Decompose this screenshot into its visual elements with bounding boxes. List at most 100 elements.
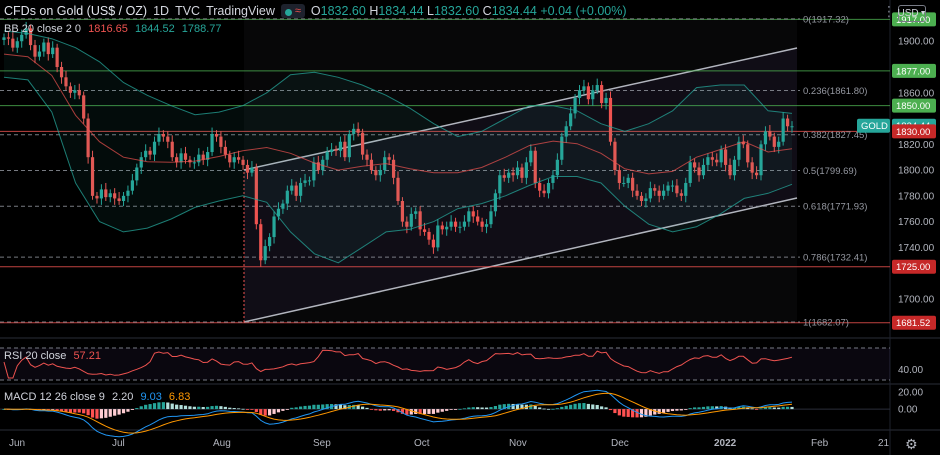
candle-body [719, 149, 723, 163]
candle-body [37, 51, 42, 57]
candle-body [82, 95, 86, 119]
candle-body [223, 146, 227, 155]
macd-hist-bar [130, 409, 134, 410]
change-readout: +0.04 (+0.00%) [540, 4, 627, 18]
candle-body [259, 224, 263, 261]
symbol-title[interactable]: CFDs on Gold (US$ / OZ) [4, 4, 148, 18]
macd-hist-bar [334, 404, 338, 410]
macd-name: MACD 12 26 close 9 [4, 391, 105, 403]
candle-body [148, 150, 152, 155]
candle-body [511, 172, 515, 176]
rsi-value: 57.21 [73, 350, 101, 362]
macd-hist-bar [693, 407, 697, 410]
candle-body [183, 153, 188, 160]
candle-body [33, 45, 37, 57]
market-status-badge[interactable]: ≈ [280, 4, 305, 18]
bollinger-legend[interactable]: BB 20 close 2 0 1816.65 1844.52 1788.77 [4, 23, 222, 35]
fib-level-label: 0(1917.32) [803, 14, 849, 25]
macd-hist-bar [268, 409, 272, 416]
macd-hist-bar [662, 409, 666, 413]
macd-hist-bar [666, 409, 670, 412]
candle-body [737, 141, 741, 160]
macd-hist-bar [675, 409, 679, 411]
candle-body [436, 225, 440, 248]
bb-lower-line [3, 76, 793, 264]
candle-body [192, 162, 196, 164]
macd-hist-bar [338, 404, 343, 410]
fib-level-label: 0.786(1732.41) [803, 253, 867, 264]
candle-body [431, 239, 436, 248]
price-axis-label: 1900.00 [898, 37, 935, 48]
candle-body [750, 162, 754, 173]
macd-hist-bar [108, 409, 112, 417]
candle-body [768, 131, 772, 137]
currency-button[interactable]: USD ▼ [897, 5, 927, 22]
macd-hist-bar [175, 404, 179, 410]
candle-body [55, 47, 59, 67]
level-tag-label: 1917.00 [896, 15, 930, 26]
candle-body [679, 193, 683, 196]
macd-hist-bar [458, 408, 462, 410]
symbol-tag-bg [857, 118, 890, 133]
macd-hist-bar [312, 404, 316, 410]
price-axis-label: 1760.00 [898, 217, 935, 228]
macd-hist-bar [64, 409, 68, 413]
macd-hist-bar [573, 403, 577, 410]
level-tag-label: 1830.00 [896, 127, 930, 138]
candle-body [68, 86, 73, 93]
macd-hist-bar [307, 405, 312, 410]
macd-hist-bar [511, 403, 515, 410]
candle-body [272, 216, 276, 238]
candle-body [754, 172, 759, 176]
candle-body [170, 141, 174, 158]
macd-hist-bar [405, 409, 409, 415]
candle-body [462, 221, 467, 227]
macd-hist-bar [254, 409, 258, 412]
candle-body [325, 152, 329, 160]
level-tag-label: 1877.00 [896, 66, 930, 77]
candle-body [445, 226, 449, 230]
macd-hist-bar [113, 409, 117, 416]
candle-body [440, 225, 444, 230]
candle-body [484, 224, 489, 227]
candle-body [135, 167, 139, 181]
macd-legend[interactable]: MACD 12 26 close 9 2.20 9.03 6.83 [4, 391, 190, 403]
candle-body [635, 190, 639, 196]
rsi-legend[interactable]: RSI 20 close 57.21 [4, 350, 101, 362]
candle-body [144, 150, 148, 158]
macd-hist-bar [241, 408, 245, 410]
gear-icon[interactable]: ⚙ [905, 436, 918, 452]
candle-body [175, 157, 179, 163]
candle-body [732, 159, 737, 176]
candle-body [657, 190, 661, 196]
candle-body [746, 144, 750, 163]
macd-hist-bar [294, 407, 298, 410]
macd-hist: 6.83 [168, 391, 191, 403]
candle-body [763, 131, 768, 145]
candle-body [210, 134, 214, 153]
macd-hist-bar [520, 404, 524, 410]
macd-hist-bar [418, 409, 422, 415]
candle-body [453, 221, 458, 227]
candle-body [626, 177, 630, 183]
macd-hist-bar [77, 409, 81, 413]
macd-hist-bar [684, 409, 688, 410]
candle-body [631, 177, 635, 191]
macd-hist-bar [631, 409, 635, 418]
candle-body [113, 193, 117, 199]
candle-body [507, 172, 511, 178]
macd-hist-bar [701, 406, 706, 410]
macd-hist-bar [59, 409, 64, 412]
more-menu-icon[interactable]: ⋮ [882, 3, 896, 19]
macd-hist-bar [462, 408, 467, 410]
macd-hist-bar [493, 405, 497, 410]
candle-body [662, 190, 666, 196]
candle-body [360, 132, 365, 155]
macd-hist-bar [121, 409, 126, 414]
interval-label[interactable]: 1D [153, 4, 170, 18]
candle-body [449, 221, 453, 227]
candle-body [489, 211, 493, 225]
macd-hist-bar [374, 409, 378, 411]
macd-hist-bar [73, 409, 77, 413]
